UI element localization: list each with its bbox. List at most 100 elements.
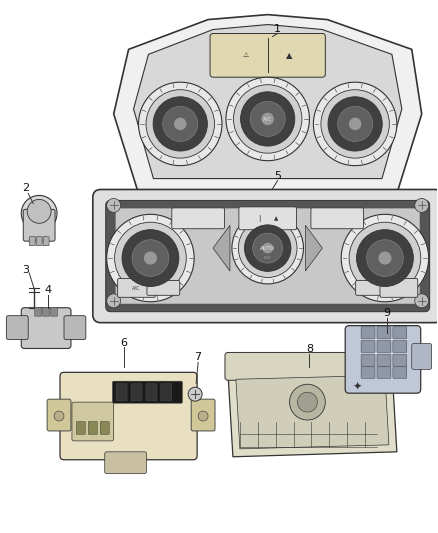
Circle shape	[253, 233, 283, 263]
Circle shape	[226, 77, 309, 160]
Text: 8: 8	[306, 344, 313, 354]
Polygon shape	[305, 225, 322, 271]
FancyBboxPatch shape	[393, 327, 407, 338]
Circle shape	[341, 214, 429, 302]
Circle shape	[233, 85, 302, 153]
Circle shape	[338, 107, 373, 141]
Text: AUTO: AUTO	[260, 246, 275, 251]
FancyBboxPatch shape	[361, 354, 375, 366]
FancyBboxPatch shape	[113, 381, 182, 403]
FancyBboxPatch shape	[131, 384, 142, 401]
Circle shape	[27, 199, 51, 223]
Circle shape	[21, 196, 57, 231]
FancyBboxPatch shape	[210, 34, 325, 77]
FancyBboxPatch shape	[345, 326, 421, 393]
FancyBboxPatch shape	[50, 307, 57, 316]
Circle shape	[415, 198, 429, 212]
Circle shape	[163, 107, 198, 141]
FancyBboxPatch shape	[146, 384, 157, 401]
FancyBboxPatch shape	[225, 352, 400, 380]
Circle shape	[261, 112, 274, 125]
Text: 3: 3	[22, 265, 29, 275]
FancyBboxPatch shape	[116, 384, 127, 401]
Text: |: |	[258, 215, 261, 222]
Circle shape	[198, 411, 208, 421]
Circle shape	[115, 222, 186, 294]
FancyBboxPatch shape	[7, 316, 28, 340]
FancyBboxPatch shape	[105, 452, 146, 474]
FancyBboxPatch shape	[29, 237, 35, 246]
Circle shape	[240, 92, 295, 146]
Text: ⚠: ⚠	[243, 52, 249, 58]
FancyBboxPatch shape	[172, 208, 224, 229]
FancyBboxPatch shape	[36, 237, 42, 246]
Circle shape	[146, 90, 215, 158]
Circle shape	[107, 214, 194, 302]
Circle shape	[262, 243, 273, 254]
Text: 6: 6	[120, 337, 127, 348]
FancyBboxPatch shape	[118, 278, 155, 297]
FancyBboxPatch shape	[42, 307, 49, 316]
Text: A/C: A/C	[263, 116, 272, 122]
Circle shape	[54, 411, 64, 421]
Circle shape	[188, 387, 202, 401]
Circle shape	[290, 384, 325, 420]
FancyBboxPatch shape	[147, 280, 180, 295]
Text: A/C: A/C	[132, 285, 141, 290]
Circle shape	[232, 212, 304, 284]
Polygon shape	[134, 25, 402, 179]
Text: ▲: ▲	[286, 51, 293, 60]
FancyBboxPatch shape	[72, 402, 114, 441]
Circle shape	[107, 294, 120, 308]
Circle shape	[244, 225, 291, 271]
Circle shape	[238, 219, 297, 278]
FancyBboxPatch shape	[60, 373, 197, 460]
Circle shape	[144, 252, 157, 264]
FancyBboxPatch shape	[356, 280, 389, 295]
Circle shape	[314, 82, 397, 166]
FancyBboxPatch shape	[161, 384, 172, 401]
FancyBboxPatch shape	[64, 316, 86, 340]
FancyBboxPatch shape	[106, 200, 430, 312]
FancyBboxPatch shape	[393, 354, 407, 366]
Circle shape	[321, 90, 389, 158]
Circle shape	[174, 118, 187, 130]
Polygon shape	[236, 375, 389, 449]
FancyBboxPatch shape	[412, 343, 431, 369]
FancyBboxPatch shape	[21, 308, 71, 349]
Circle shape	[328, 97, 382, 151]
Circle shape	[297, 392, 318, 412]
FancyBboxPatch shape	[23, 209, 55, 241]
Circle shape	[367, 240, 403, 277]
Circle shape	[250, 101, 285, 136]
Text: 9: 9	[383, 308, 391, 318]
Text: 5: 5	[274, 171, 281, 181]
FancyBboxPatch shape	[377, 327, 391, 338]
FancyBboxPatch shape	[361, 327, 375, 338]
Circle shape	[132, 240, 169, 277]
FancyBboxPatch shape	[100, 422, 109, 434]
FancyBboxPatch shape	[377, 341, 391, 352]
Circle shape	[378, 252, 392, 264]
FancyBboxPatch shape	[393, 366, 407, 378]
Circle shape	[415, 294, 429, 308]
Circle shape	[349, 222, 421, 294]
FancyBboxPatch shape	[93, 190, 438, 322]
FancyBboxPatch shape	[239, 207, 297, 230]
FancyBboxPatch shape	[116, 208, 420, 304]
FancyBboxPatch shape	[380, 278, 418, 297]
Circle shape	[107, 198, 120, 212]
Polygon shape	[213, 225, 230, 271]
Text: CLR: CLR	[264, 256, 271, 260]
FancyBboxPatch shape	[35, 307, 42, 316]
Circle shape	[138, 82, 222, 166]
FancyBboxPatch shape	[191, 399, 215, 431]
Circle shape	[153, 97, 207, 151]
Text: ▲: ▲	[273, 216, 278, 221]
FancyBboxPatch shape	[393, 341, 407, 352]
Circle shape	[357, 230, 413, 286]
FancyBboxPatch shape	[311, 208, 364, 229]
Circle shape	[349, 118, 361, 130]
Polygon shape	[228, 367, 397, 457]
FancyBboxPatch shape	[361, 366, 375, 378]
